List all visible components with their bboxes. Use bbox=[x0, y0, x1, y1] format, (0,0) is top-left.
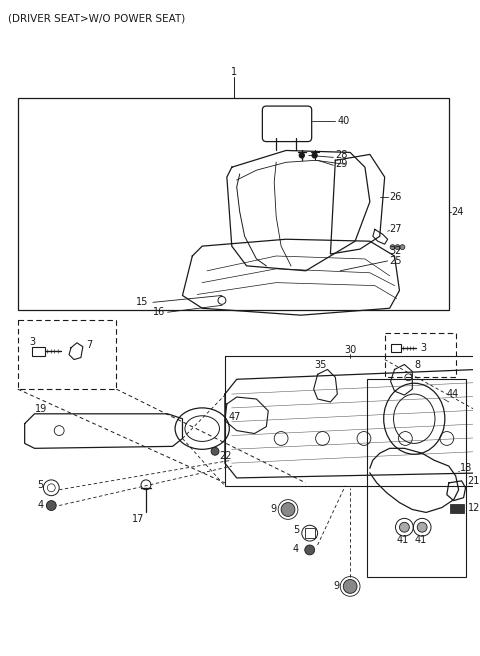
Bar bbox=[18, 98, 449, 310]
Bar bbox=[450, 504, 464, 514]
Bar bbox=[384, 333, 456, 377]
Text: 7: 7 bbox=[86, 340, 92, 350]
Bar bbox=[391, 344, 401, 352]
Text: 29: 29 bbox=[336, 159, 348, 169]
Text: 1: 1 bbox=[231, 66, 237, 77]
Circle shape bbox=[312, 153, 317, 158]
Text: 32: 32 bbox=[390, 246, 402, 256]
Text: 21: 21 bbox=[468, 476, 480, 486]
Text: 25: 25 bbox=[390, 256, 402, 266]
Text: 5: 5 bbox=[293, 525, 299, 535]
Text: 15: 15 bbox=[136, 297, 148, 308]
Text: 35: 35 bbox=[314, 361, 327, 371]
Circle shape bbox=[211, 447, 219, 455]
Text: 18: 18 bbox=[460, 463, 472, 473]
Text: 19: 19 bbox=[35, 404, 47, 414]
Text: 12: 12 bbox=[468, 502, 480, 512]
Circle shape bbox=[343, 579, 357, 593]
Text: 28: 28 bbox=[336, 150, 348, 160]
Bar bbox=[18, 320, 116, 389]
Text: 5: 5 bbox=[37, 480, 44, 490]
Text: 30: 30 bbox=[344, 344, 356, 355]
Text: 3: 3 bbox=[420, 342, 426, 353]
Circle shape bbox=[400, 245, 405, 249]
Text: 9: 9 bbox=[334, 581, 339, 592]
Circle shape bbox=[399, 522, 409, 532]
Text: 24: 24 bbox=[452, 207, 464, 216]
Text: 3: 3 bbox=[29, 337, 36, 347]
Bar bbox=[367, 379, 466, 577]
Circle shape bbox=[417, 522, 427, 532]
Bar bbox=[32, 347, 46, 356]
Text: 44: 44 bbox=[447, 389, 459, 399]
Bar bbox=[225, 356, 480, 486]
Text: 4: 4 bbox=[37, 500, 44, 510]
Circle shape bbox=[300, 153, 304, 158]
Circle shape bbox=[281, 502, 295, 516]
Text: 41: 41 bbox=[414, 535, 427, 545]
Text: 27: 27 bbox=[390, 224, 402, 234]
Text: 26: 26 bbox=[390, 192, 402, 202]
Text: 40: 40 bbox=[337, 116, 349, 126]
Text: 8: 8 bbox=[414, 361, 420, 371]
Text: 17: 17 bbox=[132, 514, 144, 524]
Text: 9: 9 bbox=[270, 504, 276, 514]
Text: 4: 4 bbox=[293, 544, 299, 554]
Text: 47: 47 bbox=[229, 412, 241, 422]
Circle shape bbox=[395, 245, 400, 249]
Text: 22: 22 bbox=[219, 451, 231, 461]
Text: 41: 41 bbox=[396, 535, 409, 545]
Circle shape bbox=[305, 545, 315, 555]
Text: 16: 16 bbox=[153, 307, 165, 318]
Circle shape bbox=[390, 245, 395, 249]
Circle shape bbox=[47, 501, 56, 510]
Text: (DRIVER SEAT>W/O POWER SEAT): (DRIVER SEAT>W/O POWER SEAT) bbox=[8, 13, 185, 24]
Bar bbox=[305, 528, 315, 538]
